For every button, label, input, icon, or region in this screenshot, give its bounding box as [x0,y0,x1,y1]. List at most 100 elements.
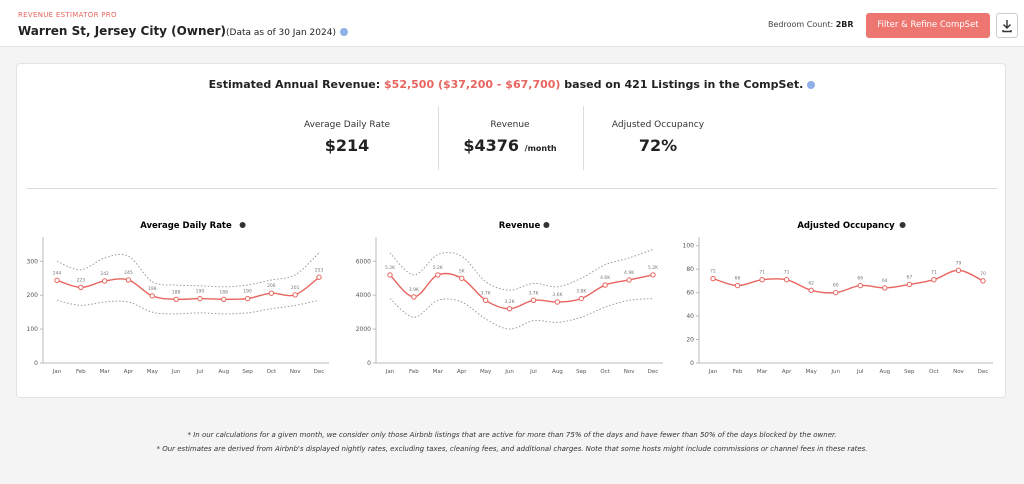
x-tick-label: Dec [978,369,989,375]
data-label: 67 [906,274,912,280]
x-tick-label: Apr [782,369,792,375]
x-tick-label: Jun [171,369,181,375]
download-button[interactable] [996,13,1018,38]
data-label: 60 [833,283,839,289]
y-tick-label: 60 [686,290,694,297]
x-tick-label: Feb [76,369,86,375]
point [578,295,584,302]
x-tick-label: Jul [856,369,864,375]
data-label: 3.7K [528,290,539,296]
x-tick-label: Feb [733,369,743,375]
data-label: 4.9K [624,270,635,276]
x-tick-label: Jun [504,369,514,375]
series-line [389,272,654,310]
chart-title: Adjusted Occupancy [797,221,895,231]
point [411,294,417,300]
x-tick-label: Dec [648,369,659,375]
x-tick-label: Mar [433,369,444,375]
point [506,306,513,312]
x-tick-label: Oct [600,369,610,375]
y-tick-label: 100 [27,326,39,333]
point [650,272,656,278]
data-label: 245 [124,270,133,276]
point [54,277,60,284]
data-label: 190 [196,289,205,295]
data-label: 3.9K [409,287,420,293]
y-tick-label: 100 [683,243,695,250]
point [197,295,203,302]
x-tick-label: Jan [708,369,718,375]
info-icon[interactable] [339,27,348,36]
bedroom-label: Bedroom Count: [768,20,834,29]
data-label: 206 [267,283,276,289]
info-icon[interactable] [807,81,816,89]
point [435,272,441,278]
data-label: 253 [315,267,324,273]
estimate-line: Estimated Annual Revenue: $52,500 ($37,2… [17,78,1007,91]
x-tick-label: Jun [830,369,840,375]
point [783,277,790,283]
point [173,296,179,302]
point [459,275,465,281]
point [602,282,608,288]
data-label: 5.2K [433,265,444,271]
data-label: 242 [100,271,109,277]
point [268,290,275,296]
point [482,297,489,304]
divider [27,188,997,189]
filter-button[interactable]: Filter & Refine CompSet [866,13,990,38]
x-tick-label: Jul [196,369,204,375]
x-tick-label: Sep [576,369,587,375]
point [710,275,716,282]
data-label: 198 [148,286,157,292]
info-icon [899,222,906,228]
x-tick-label: Nov [624,369,635,375]
data-label: 3.2K [504,299,515,305]
x-tick-label: May [480,369,492,375]
bedroom-count: Bedroom Count: 2BR [768,20,854,29]
estimate-prefix: Estimated Annual Revenue: [208,78,381,91]
footnote: * In our calculations for a given month,… [187,431,837,439]
y-tick-label: 20 [686,337,694,344]
stat-value: 72% [638,136,678,155]
data-label: 201 [291,285,300,291]
band-lower [56,299,320,315]
point [125,277,132,283]
data-label: 66 [857,276,863,282]
x-tick-label: Sep [242,369,253,375]
stat-value-wrap: $4376 /month [440,136,580,155]
point [221,296,227,302]
app-name: REVENUE ESTIMATOR PRO [18,11,117,19]
data-label: 62 [808,280,814,286]
x-tick-label: Aug [552,369,563,375]
point [906,281,913,288]
x-tick-label: Oct [267,369,277,375]
point [857,282,863,289]
point [316,274,322,280]
point [882,285,888,291]
data-label: 64 [882,278,888,284]
point [833,289,839,296]
data-label: 79 [956,260,962,266]
band-upper [389,249,654,291]
footnote: * Our estimates are derived from Airbnb'… [156,445,868,453]
stat-value: $4376 [463,136,520,155]
stat-value: $214 [324,136,370,155]
data-label: 71 [784,270,790,276]
y-tick-label: 300 [27,258,39,265]
download-icon [1002,20,1012,33]
info-icon [239,222,246,228]
point [955,267,962,274]
y-tick-label: 200 [27,292,39,299]
data-label: 223 [77,277,86,283]
subtitle: (Data as of 30 Jan 2024) [226,28,336,38]
point [980,278,986,284]
data-label: 3.8K [576,289,587,295]
data-label: 72 [710,269,716,275]
data-label: 5.2K [385,265,396,271]
data-label: 188 [172,289,181,295]
x-tick-label: Jan [52,369,62,375]
data-label: 190 [243,289,252,295]
top-bar [0,0,1024,47]
point [78,284,84,291]
